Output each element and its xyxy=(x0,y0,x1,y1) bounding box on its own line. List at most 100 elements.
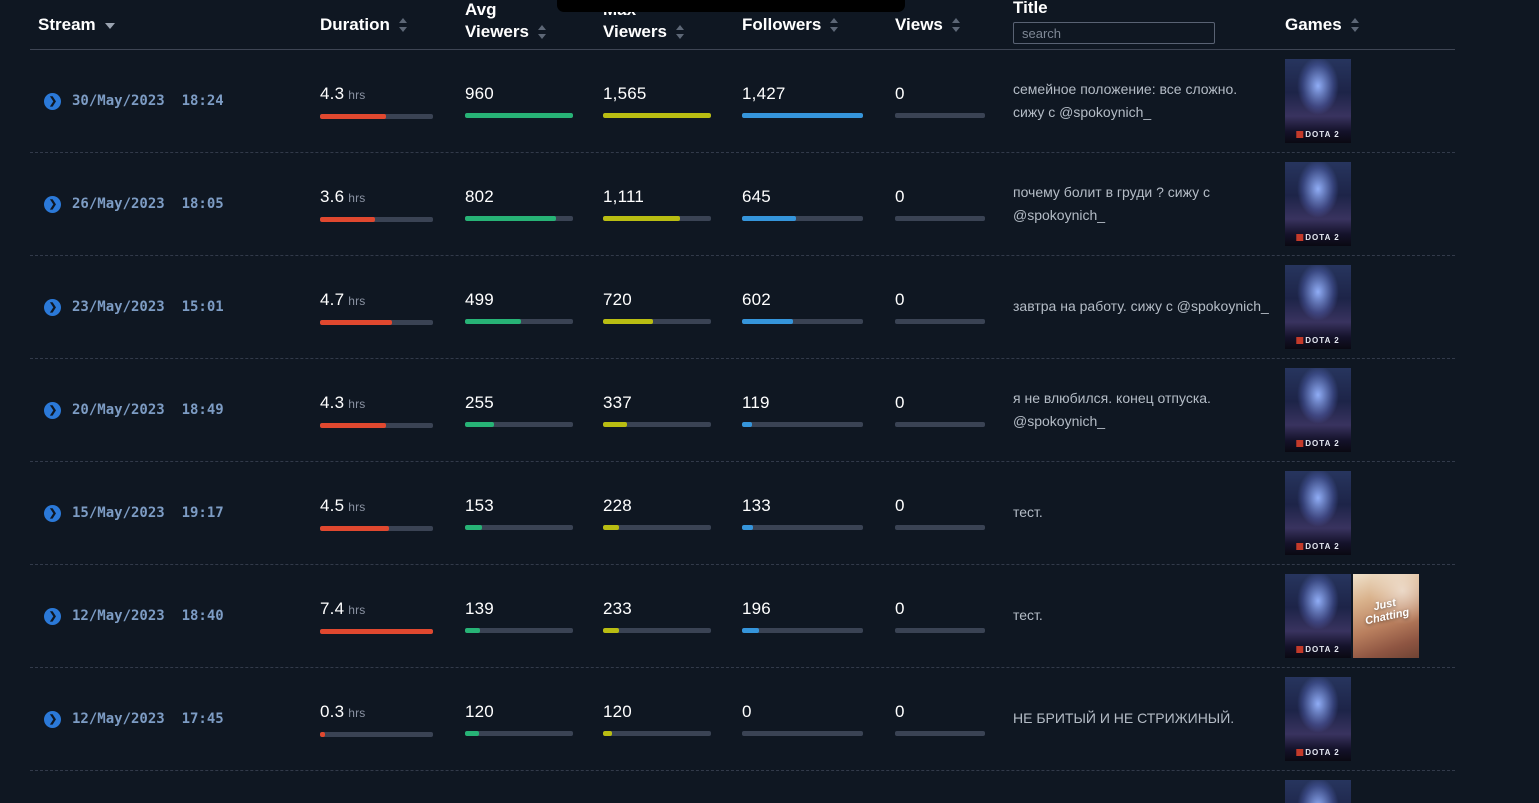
games-cell: DOTA 2 xyxy=(1285,59,1455,143)
avg-viewers-metric: 960 xyxy=(465,84,573,118)
max-viewers-metric: 1,565 xyxy=(603,84,711,118)
duration-unit: hrs xyxy=(348,705,366,720)
views-value: 0 xyxy=(895,84,905,103)
expand-stream-icon[interactable] xyxy=(44,92,61,110)
game-thumbnail-dota2[interactable]: DOTA 2 xyxy=(1285,574,1351,658)
followers-value: 1,427 xyxy=(742,84,786,103)
stream-date-link[interactable]: 20/May/2023 18:49 xyxy=(72,402,224,418)
stream-title: почему болит в груди ? сижу с @spokoynic… xyxy=(1013,183,1210,223)
duration-metric: 7.4 hrs xyxy=(320,599,433,634)
game-thumbnail-dota2[interactable]: DOTA 2 xyxy=(1285,780,1351,803)
avg-viewers-metric: 139 xyxy=(465,599,573,633)
sort-icon xyxy=(675,24,685,40)
duration-bar xyxy=(320,731,433,737)
views-bar xyxy=(895,113,985,118)
column-header-label: Duration xyxy=(320,14,390,34)
game-thumbnail-dota2[interactable]: DOTA 2 xyxy=(1285,265,1351,349)
expand-stream-icon[interactable] xyxy=(44,298,61,316)
title-search-input[interactable] xyxy=(1013,22,1215,44)
column-header-games[interactable]: Games xyxy=(1285,0,1455,49)
max-viewers-metric: 120 xyxy=(603,702,711,736)
followers-bar xyxy=(742,628,863,633)
views-value: 0 xyxy=(895,393,905,412)
expand-stream-icon[interactable] xyxy=(44,710,61,728)
stream-date-link[interactable]: 26/May/2023 18:05 xyxy=(72,196,224,212)
views-metric: 0 xyxy=(895,599,985,633)
duration-metric: 4.3 hrs xyxy=(320,393,433,428)
avg-viewers-bar xyxy=(465,628,573,633)
column-header-views[interactable]: Views xyxy=(895,0,1013,49)
column-header-label: Viewers xyxy=(465,21,529,41)
sort-icon xyxy=(1350,17,1360,33)
stream-date-link[interactable]: 30/May/2023 18:24 xyxy=(72,93,224,109)
duration-unit: hrs xyxy=(348,87,366,102)
followers-value: 119 xyxy=(742,393,770,412)
followers-value: 196 xyxy=(742,599,771,618)
game-thumbnail-just_chatting[interactable]: Just Chatting xyxy=(1353,574,1419,658)
game-label: DOTA 2 xyxy=(1296,336,1339,345)
duration-metric: 4.3 hrs xyxy=(320,84,433,119)
followers-metric: 133 xyxy=(742,496,863,530)
max-viewers-metric: 720 xyxy=(603,290,711,324)
game-thumbnail-dota2[interactable]: DOTA 2 xyxy=(1285,471,1351,555)
max-viewers-metric: 1,111 xyxy=(603,187,711,221)
views-bar xyxy=(895,319,985,324)
column-header-title: Title xyxy=(1013,0,1285,49)
table-row: DOTA 2 xyxy=(30,771,1455,803)
followers-value: 0 xyxy=(742,702,752,721)
game-thumbnail-dota2[interactable]: DOTA 2 xyxy=(1285,677,1351,761)
followers-metric: 645 xyxy=(742,187,863,221)
duration-bar xyxy=(320,319,433,325)
avg-viewers-metric: 499 xyxy=(465,290,573,324)
followers-bar xyxy=(742,113,863,118)
max-viewers-bar xyxy=(603,113,711,118)
sort-icon xyxy=(951,17,961,33)
followers-metric: 119 xyxy=(742,393,863,427)
game-label: DOTA 2 xyxy=(1296,130,1339,139)
column-header-label: Viewers xyxy=(603,21,667,41)
table-header: Stream Duration Avg Viewers Max xyxy=(30,0,1455,50)
stream-date-link[interactable]: 23/May/2023 15:01 xyxy=(72,299,224,315)
duration-bar xyxy=(320,628,433,634)
games-cell: DOTA 2 xyxy=(1285,368,1455,452)
stream-title: я не влюбился. конец отпуска. @spokoynic… xyxy=(1013,389,1211,429)
avg-viewers-value: 960 xyxy=(465,84,494,103)
followers-value: 133 xyxy=(742,496,771,515)
games-cell: DOTA 2 Just Chatting xyxy=(1285,574,1455,658)
views-metric: 0 xyxy=(895,84,985,118)
expand-stream-icon[interactable] xyxy=(44,607,61,625)
expand-stream-icon[interactable] xyxy=(44,504,61,522)
game-thumbnail-dota2[interactable]: DOTA 2 xyxy=(1285,162,1351,246)
column-header-duration[interactable]: Duration xyxy=(320,0,465,49)
views-value: 0 xyxy=(895,702,905,721)
stream-date-link[interactable]: 15/May/2023 19:17 xyxy=(72,505,224,521)
expand-stream-icon[interactable] xyxy=(44,401,61,419)
game-thumbnail-dota2[interactable]: DOTA 2 xyxy=(1285,59,1351,143)
stream-date-link[interactable]: 12/May/2023 17:45 xyxy=(72,711,224,727)
followers-metric: 196 xyxy=(742,599,863,633)
views-bar xyxy=(895,628,985,633)
games-cell: DOTA 2 xyxy=(1285,780,1455,803)
max-viewers-value: 720 xyxy=(603,290,632,309)
column-header-avg-viewers[interactable]: Avg Viewers xyxy=(465,0,603,49)
game-thumbnail-dota2[interactable]: DOTA 2 xyxy=(1285,368,1351,452)
sort-icon xyxy=(830,17,839,33)
games-cell: DOTA 2 xyxy=(1285,677,1455,761)
avg-viewers-metric: 255 xyxy=(465,393,573,427)
max-viewers-bar xyxy=(603,319,711,324)
expand-stream-icon[interactable] xyxy=(44,195,61,213)
max-viewers-bar xyxy=(603,731,711,736)
max-viewers-value: 1,565 xyxy=(603,84,647,103)
views-bar xyxy=(895,216,985,221)
stream-date-link[interactable]: 12/May/2023 18:40 xyxy=(72,608,224,624)
column-header-stream[interactable]: Stream xyxy=(30,0,320,49)
views-bar xyxy=(895,731,985,736)
column-header-followers[interactable]: Followers xyxy=(742,0,895,49)
duration-unit: hrs xyxy=(348,499,366,514)
duration-bar xyxy=(320,422,433,428)
